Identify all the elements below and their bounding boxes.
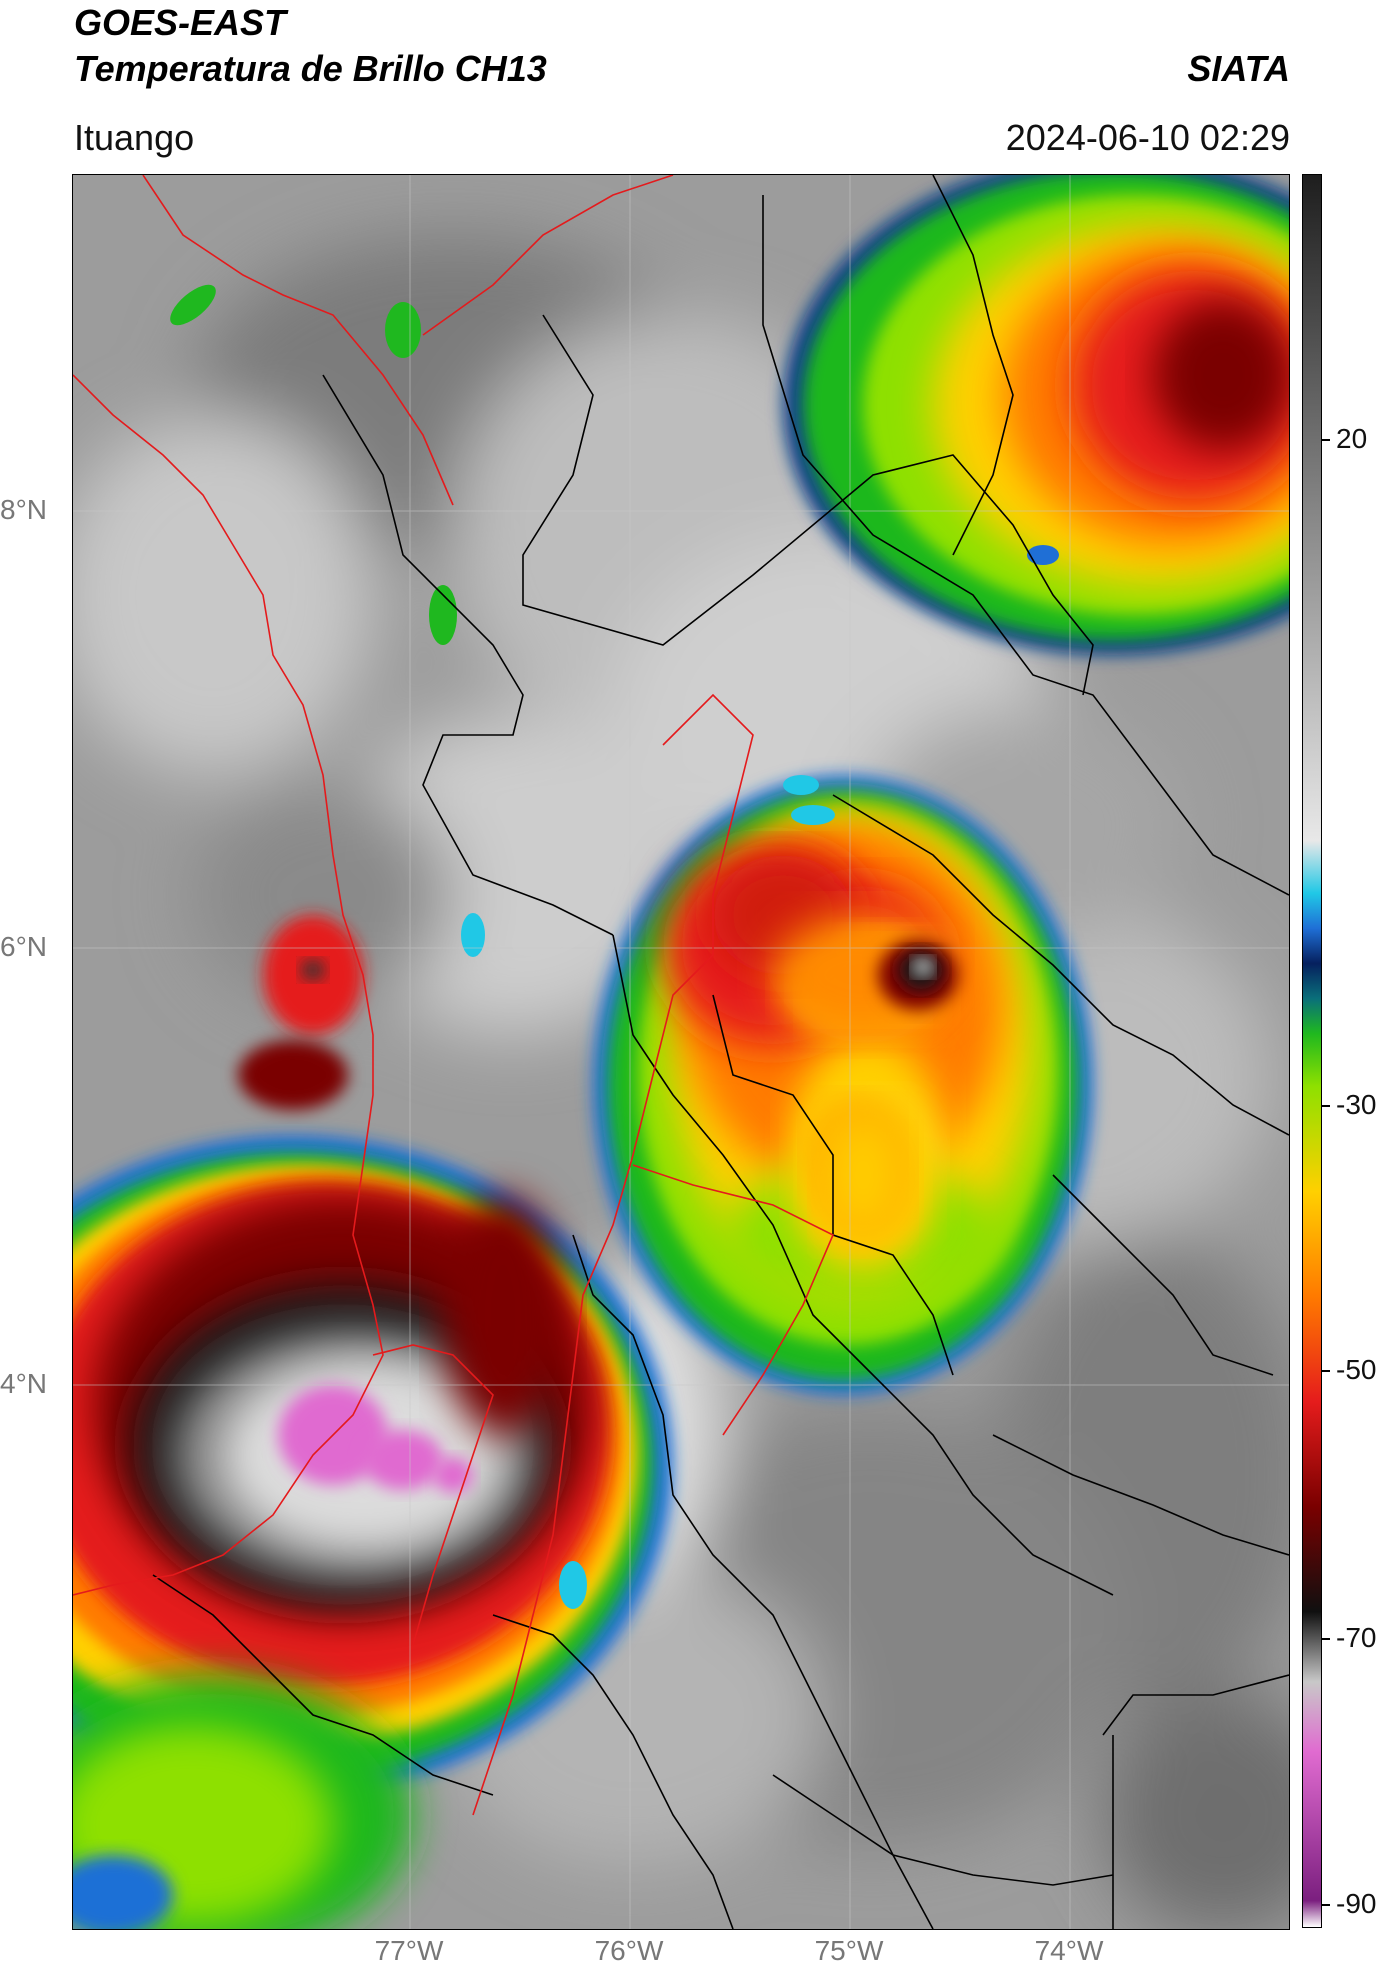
admin-boundaries	[152, 175, 1289, 1929]
lon-label-77w: 77°W	[374, 1935, 444, 1966]
storm-northeast	[783, 175, 1289, 655]
colorbar-label-neg90: -90	[1336, 1888, 1377, 1919]
colorbar-gradient	[1302, 174, 1322, 1928]
colorbar-tick	[1322, 1638, 1330, 1640]
storm-central	[593, 775, 1093, 1395]
colorbar-tick	[1322, 1105, 1330, 1107]
location-label: Ituango	[74, 117, 195, 158]
colorbar-label-20: 20	[1336, 423, 1368, 454]
lat-label-6n: 6°N	[0, 931, 47, 962]
product-title: Temperatura de Brillo CH13	[74, 48, 547, 89]
satellite-title: GOES-EAST	[74, 2, 287, 43]
lon-label-75w: 75°W	[814, 1935, 884, 1966]
lon-label-76w: 76°W	[594, 1935, 664, 1966]
satellite-map	[72, 174, 1290, 1930]
colorbar-tick	[1322, 1370, 1330, 1372]
colorbar-tick	[1322, 1904, 1330, 1906]
brand-label: SIATA	[1187, 48, 1290, 89]
red-boundary	[73, 175, 835, 1816]
colorbar-label-neg70: -70	[1336, 1622, 1377, 1653]
lat-label-8n: 8°N	[0, 494, 47, 525]
lat-label-4n: 4°N	[0, 1368, 47, 1399]
gridlines	[73, 175, 1289, 1929]
colorbar-label-neg30: -30	[1336, 1089, 1377, 1120]
map-canvas	[73, 175, 1289, 1929]
small-cloud-cells	[170, 284, 1059, 1609]
title-block: GOES-EAST Temperatura de Brillo CH13	[74, 0, 547, 92]
lon-label-74w: 74°W	[1034, 1935, 1104, 1966]
colorbar-label-neg50: -50	[1336, 1354, 1377, 1385]
timestamp-label: 2024-06-10 02:29	[1005, 117, 1290, 158]
colorbar: 20 -30 -50 -70 -90	[1302, 174, 1376, 1928]
colorbar-tick	[1322, 439, 1330, 441]
